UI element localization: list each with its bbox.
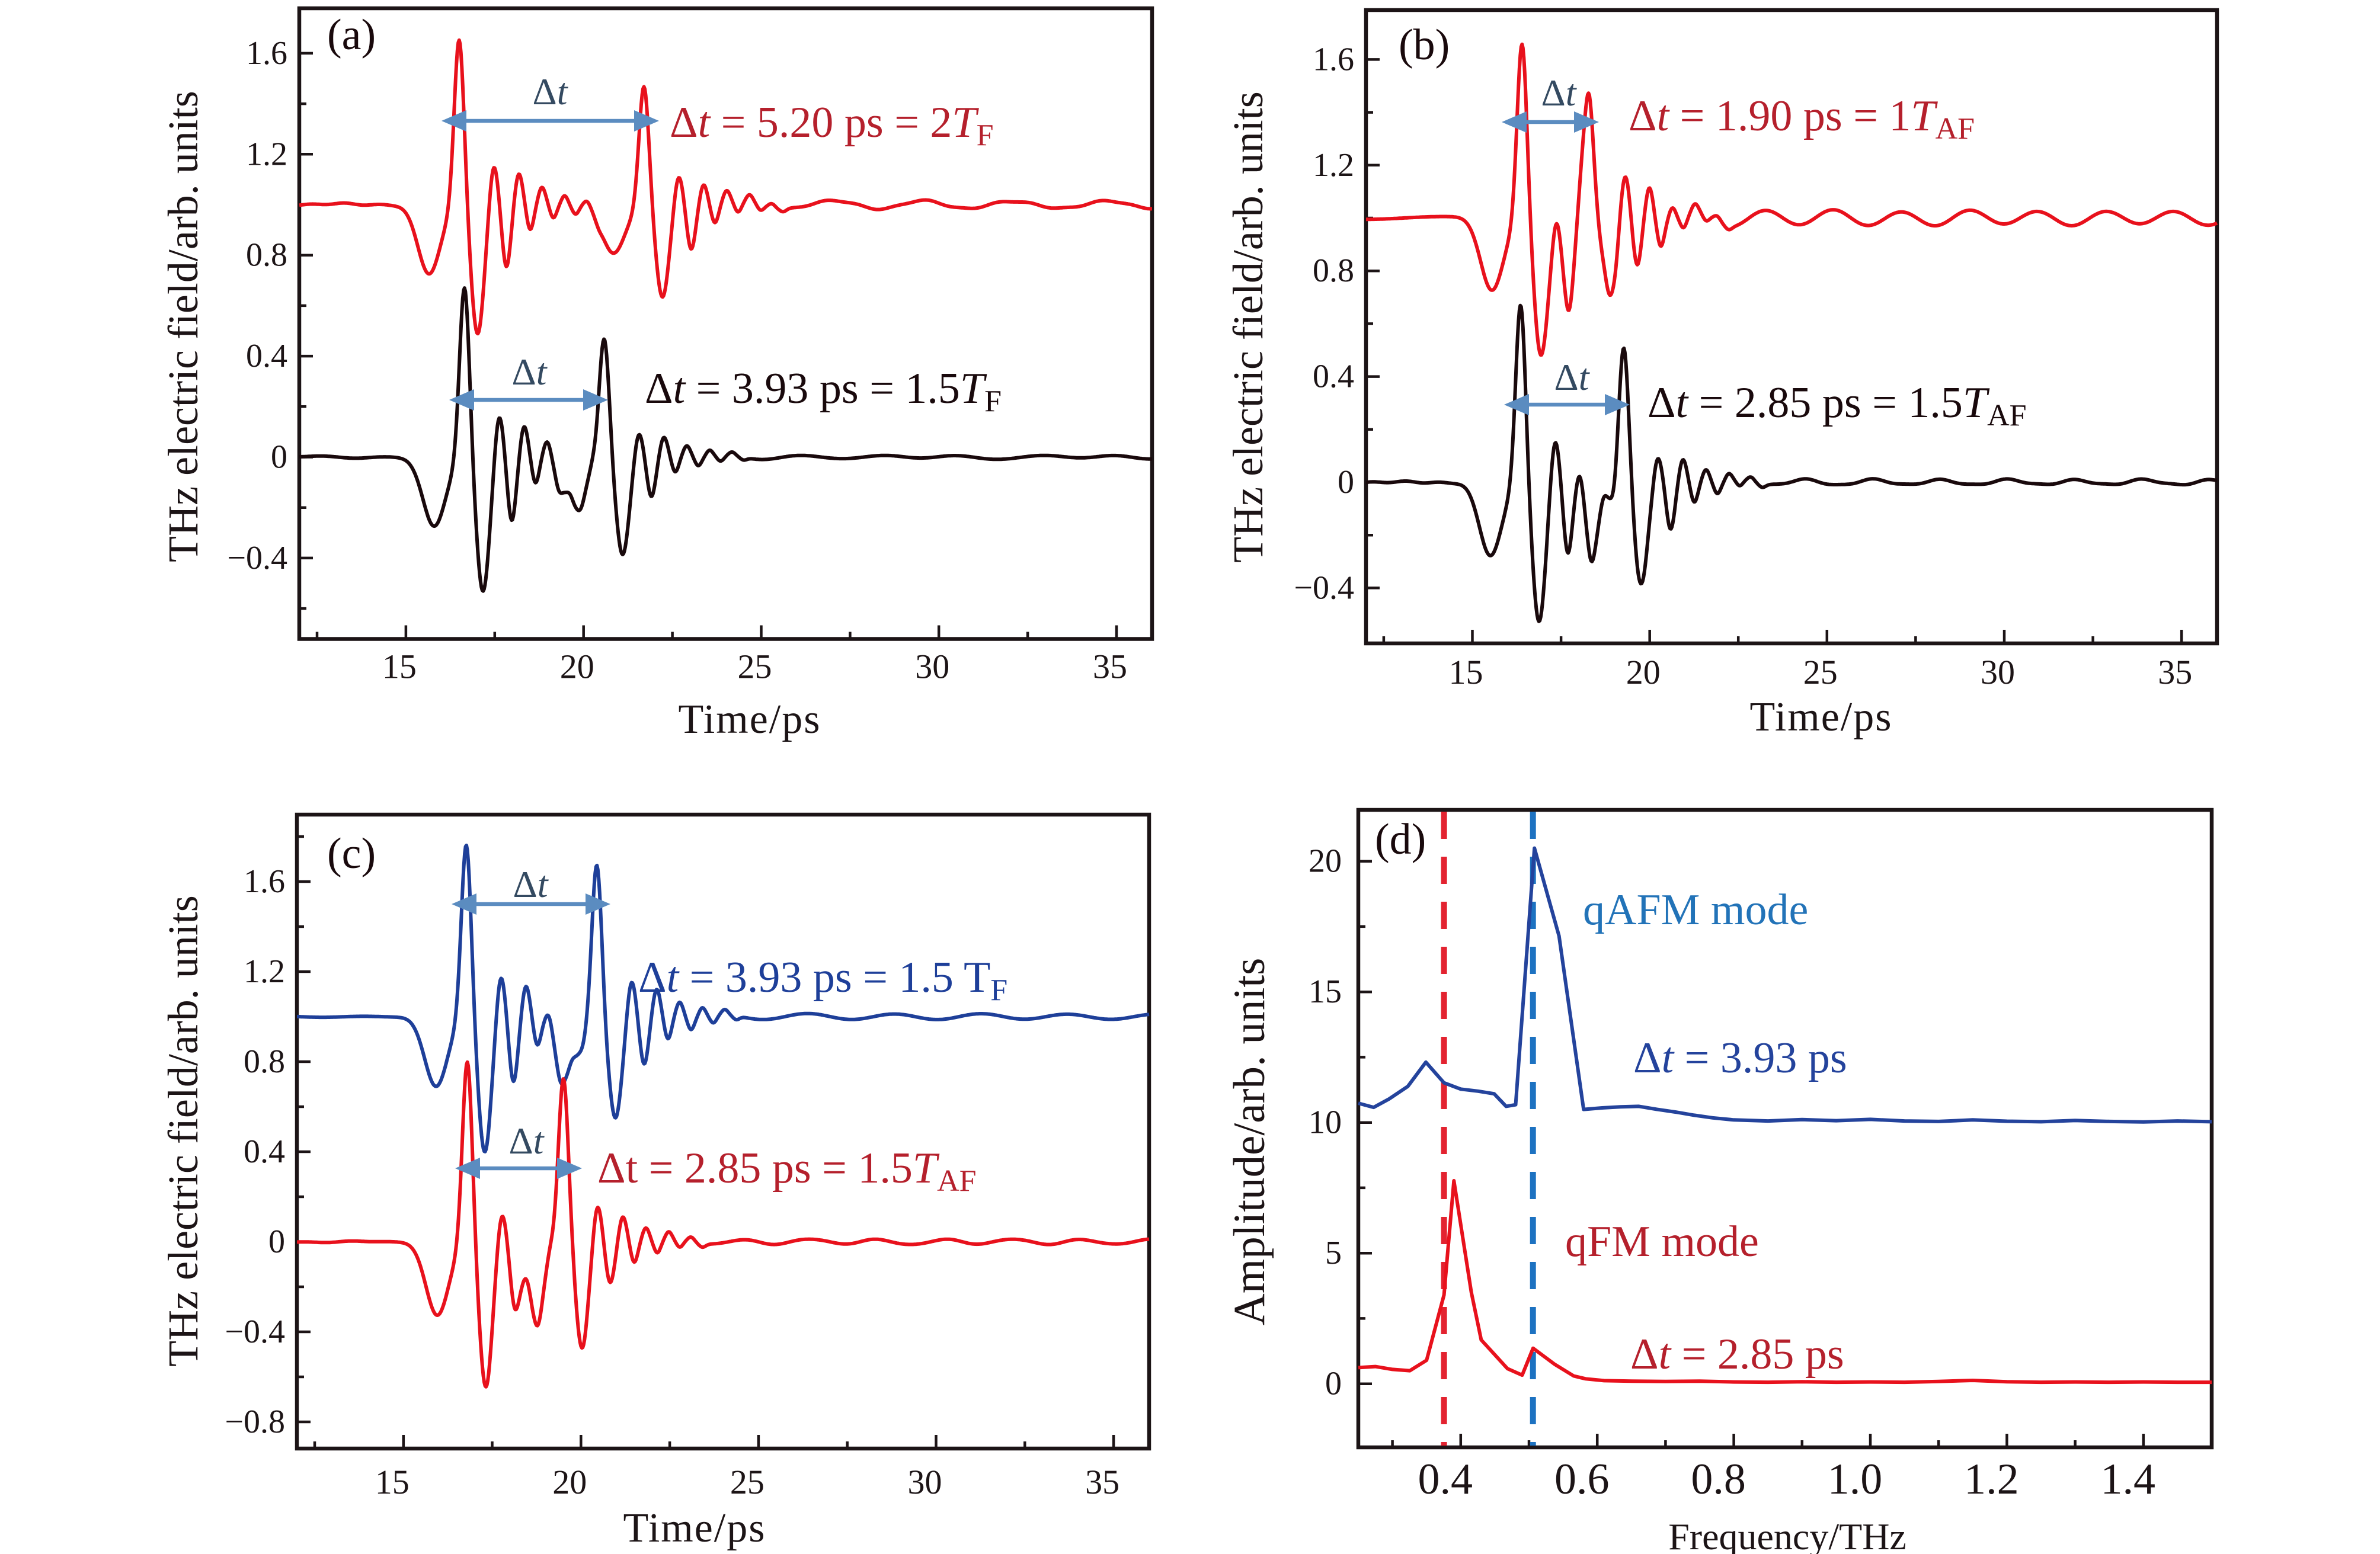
svg-text:Δt = 5.20 ps = 2TF: Δt = 5.20 ps = 2TF [670, 98, 994, 152]
svg-text:20: 20 [560, 648, 594, 686]
svg-text:30: 30 [915, 648, 949, 686]
svg-text:0: 0 [1325, 1366, 1342, 1402]
svg-text:15: 15 [375, 1463, 410, 1501]
svg-text:−0.4: −0.4 [225, 1313, 285, 1350]
svg-text:0.8: 0.8 [1691, 1455, 1746, 1504]
svg-text:Δt: Δt [1554, 356, 1591, 398]
svg-text:0.4: 0.4 [1418, 1455, 1473, 1504]
svg-text:30: 30 [1981, 653, 2015, 691]
svg-text:20: 20 [1626, 653, 1661, 691]
svg-text:0.8: 0.8 [1313, 252, 1354, 289]
svg-text:25: 25 [738, 648, 772, 686]
svg-text:−0.8: −0.8 [225, 1404, 285, 1440]
svg-text:15: 15 [382, 648, 417, 686]
svg-text:35: 35 [1093, 648, 1127, 686]
svg-text:THz electric field/arb. units: THz electric field/arb. units [1224, 91, 1272, 563]
svg-text:Δt = 1.90 ps = 1TAF: Δt = 1.90 ps = 1TAF [1629, 92, 1975, 146]
svg-text:qFM mode: qFM mode [1565, 1217, 1759, 1266]
svg-text:(c): (c) [327, 829, 376, 878]
svg-text:0: 0 [268, 1223, 285, 1260]
svg-text:Δt: Δt [513, 863, 549, 905]
svg-text:Δt: Δt [512, 351, 548, 393]
svg-text:15: 15 [1449, 653, 1483, 691]
svg-text:−0.4: −0.4 [227, 540, 287, 576]
svg-text:0: 0 [271, 439, 287, 476]
svg-text:Δt: Δt [509, 1120, 545, 1162]
svg-text:0: 0 [1338, 464, 1354, 501]
svg-text:5: 5 [1325, 1235, 1342, 1271]
svg-text:−0.4: −0.4 [1294, 569, 1354, 606]
svg-text:0.8: 0.8 [246, 237, 287, 274]
svg-text:1.0: 1.0 [1828, 1455, 1883, 1504]
svg-text:0.6: 0.6 [1554, 1455, 1610, 1504]
svg-text:25: 25 [730, 1463, 764, 1501]
svg-text:25: 25 [1803, 653, 1838, 691]
svg-text:1.6: 1.6 [244, 863, 285, 900]
svg-text:Amplitude/arb. units: Amplitude/arb. units [1225, 958, 1274, 1326]
svg-text:10: 10 [1309, 1104, 1342, 1141]
svg-text:35: 35 [2158, 653, 2192, 691]
svg-text:Δt: Δt [533, 71, 569, 113]
svg-text:Δt = 2.85 ps = 1.5TAF: Δt = 2.85 ps = 1.5TAF [597, 1144, 977, 1198]
svg-text:qAFM mode: qAFM mode [1583, 886, 1808, 934]
svg-text:1.4: 1.4 [2101, 1455, 2156, 1504]
svg-text:1.2: 1.2 [246, 136, 287, 172]
svg-text:Δt = 3.93 ps = 1.5 TF: Δt = 3.93 ps = 1.5 TF [638, 953, 1007, 1007]
svg-text:Time/ps: Time/ps [623, 1505, 766, 1551]
svg-text:1.2: 1.2 [244, 953, 285, 990]
svg-text:(b): (b) [1399, 21, 1450, 69]
svg-text:Time/ps: Time/ps [679, 697, 821, 742]
svg-text:35: 35 [1085, 1463, 1119, 1501]
svg-text:30: 30 [908, 1463, 942, 1501]
svg-text:THz electric field/arb. units: THz electric field/arb. units [159, 91, 207, 562]
svg-text:Frequency/THz: Frequency/THz [1668, 1515, 1906, 1554]
svg-text:(d): (d) [1375, 815, 1426, 864]
svg-text:20: 20 [552, 1463, 587, 1501]
svg-text:Time/ps: Time/ps [1750, 694, 1893, 740]
svg-text:1.6: 1.6 [246, 35, 287, 72]
svg-text:15: 15 [1309, 973, 1342, 1010]
svg-text:Δt: Δt [1541, 72, 1578, 114]
svg-text:1.2: 1.2 [1964, 1455, 2019, 1504]
svg-text:Δt = 3.93 ps: Δt = 3.93 ps [1633, 1034, 1847, 1082]
svg-text:20: 20 [1309, 843, 1342, 880]
svg-text:Δt = 3.93 ps = 1.5TF: Δt = 3.93 ps = 1.5TF [645, 364, 1002, 418]
svg-text:0.4: 0.4 [246, 338, 287, 374]
svg-text:0.4: 0.4 [244, 1133, 285, 1170]
svg-text:THz electric field/arb. units: THz electric field/arb. units [159, 895, 207, 1367]
svg-text:1.2: 1.2 [1313, 147, 1354, 184]
svg-text:0.8: 0.8 [244, 1043, 285, 1080]
svg-text:1.6: 1.6 [1313, 41, 1354, 78]
svg-text:0.4: 0.4 [1313, 358, 1354, 395]
svg-text:Δt = 2.85 ps = 1.5TAF: Δt = 2.85 ps = 1.5TAF [1648, 379, 2027, 432]
svg-text:(a): (a) [327, 11, 376, 59]
svg-text:Δt = 2.85 ps: Δt = 2.85 ps [1630, 1330, 1844, 1379]
